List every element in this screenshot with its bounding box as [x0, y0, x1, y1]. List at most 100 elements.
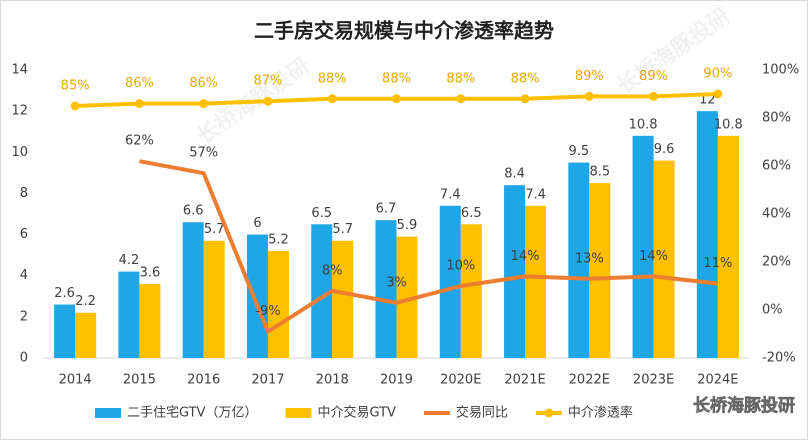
marker — [263, 96, 273, 106]
data-label: 87% — [254, 74, 283, 89]
marker — [584, 91, 594, 101]
bar — [504, 185, 526, 358]
marker — [327, 94, 337, 104]
bar — [568, 162, 590, 358]
data-label: 3.6 — [140, 265, 161, 280]
y2-tick-label: -20% — [762, 351, 796, 366]
data-label: 4.2 — [119, 253, 140, 268]
y-tick-label: 2 — [20, 309, 28, 324]
bar — [439, 205, 461, 358]
y-tick-label: 6 — [20, 227, 28, 242]
bar — [54, 304, 76, 358]
x-tick-label: 2020E — [440, 373, 481, 388]
x-tick-label: 2024E — [697, 373, 738, 388]
y-tick-label: 8 — [20, 186, 28, 201]
y-tick-label: 12 — [11, 104, 28, 119]
y2-tick-label: 20% — [762, 255, 791, 270]
data-label: 6.5 — [311, 206, 332, 221]
y-tick-label: 14 — [11, 63, 28, 78]
x-tick-label: 2014 — [59, 373, 92, 388]
legend-label: 二手住宅GTV（万亿） — [127, 406, 257, 421]
y-tick-label: 4 — [20, 268, 28, 283]
marker — [199, 99, 209, 109]
data-label: 3% — [386, 275, 407, 290]
y2-tick-label: 60% — [762, 159, 791, 174]
data-label: 11% — [703, 256, 732, 271]
x-tick-label: 2019 — [380, 373, 413, 388]
data-label: 88% — [318, 71, 347, 86]
data-label: 7.4 — [440, 187, 461, 202]
data-label: 89% — [575, 69, 604, 84]
bar — [139, 283, 161, 358]
bar — [332, 240, 354, 358]
data-label: 10.8 — [629, 117, 658, 132]
data-label: -9% — [255, 304, 280, 319]
data-label: 6.6 — [183, 204, 204, 219]
y-tick-label: 10 — [11, 145, 28, 160]
bar — [717, 135, 739, 358]
x-tick-label: 2015 — [123, 373, 156, 388]
data-label: 8% — [322, 263, 343, 278]
data-label: 85% — [61, 79, 90, 94]
bar — [75, 312, 97, 358]
data-label: 9.6 — [654, 142, 675, 157]
bar — [311, 224, 333, 358]
data-label: 6 — [253, 216, 261, 231]
data-label: 5.7 — [204, 222, 225, 237]
marker — [70, 101, 80, 111]
bar — [375, 220, 397, 358]
data-label: 10% — [446, 259, 475, 274]
x-tick-label: 2017 — [251, 373, 284, 388]
data-label: 2.6 — [54, 286, 75, 301]
x-tick-label: 2023E — [633, 373, 674, 388]
data-label: 10.8 — [714, 117, 743, 132]
marker — [134, 99, 144, 109]
legend-swatch — [544, 408, 554, 418]
bar — [396, 236, 418, 358]
legend-label: 中介交易GTV — [317, 405, 396, 421]
data-label: 89% — [639, 69, 668, 84]
watermark: 长桥海豚投研 — [693, 395, 795, 416]
marker — [392, 94, 401, 104]
data-label: 86% — [189, 76, 218, 91]
data-label: 9.5 — [568, 144, 589, 159]
bar — [653, 160, 675, 358]
data-label: 62% — [125, 134, 154, 149]
data-label: 86% — [125, 76, 154, 91]
y2-tick-label: 100% — [762, 63, 799, 78]
marker — [520, 94, 530, 104]
y2-tick-label: 40% — [762, 207, 791, 222]
bar — [632, 135, 654, 358]
x-tick-label: 2021E — [504, 373, 545, 388]
bar — [589, 183, 611, 358]
chart-title: 二手房交易规模与中介渗透率趋势 — [254, 19, 554, 43]
bar — [460, 224, 482, 358]
legend-swatch — [95, 408, 121, 418]
bar — [182, 222, 204, 358]
legend-swatch — [285, 408, 312, 418]
data-label: 14% — [639, 249, 668, 264]
data-label: 8.5 — [589, 165, 610, 180]
y2-tick-label: 80% — [762, 111, 791, 126]
marker — [456, 94, 466, 104]
data-label: 6.5 — [461, 206, 482, 221]
data-label: 13% — [575, 251, 604, 266]
bar — [203, 240, 225, 358]
data-label: 5.2 — [268, 233, 289, 248]
x-tick-label: 2018 — [316, 373, 349, 388]
data-label: 88% — [382, 71, 411, 86]
data-label: 88% — [511, 71, 540, 86]
data-label: 7.4 — [525, 187, 546, 202]
x-tick-label: 2016 — [187, 373, 220, 388]
bar — [525, 205, 547, 358]
legend-label: 中介渗透率 — [568, 405, 633, 421]
data-label: 90% — [703, 67, 732, 82]
y-tick-label: 0 — [20, 351, 28, 366]
data-label: 5.9 — [397, 218, 418, 233]
bar — [696, 111, 718, 359]
data-label: 57% — [189, 146, 218, 161]
marker — [649, 91, 659, 101]
bar — [267, 251, 289, 358]
data-label: 2.2 — [75, 294, 96, 309]
